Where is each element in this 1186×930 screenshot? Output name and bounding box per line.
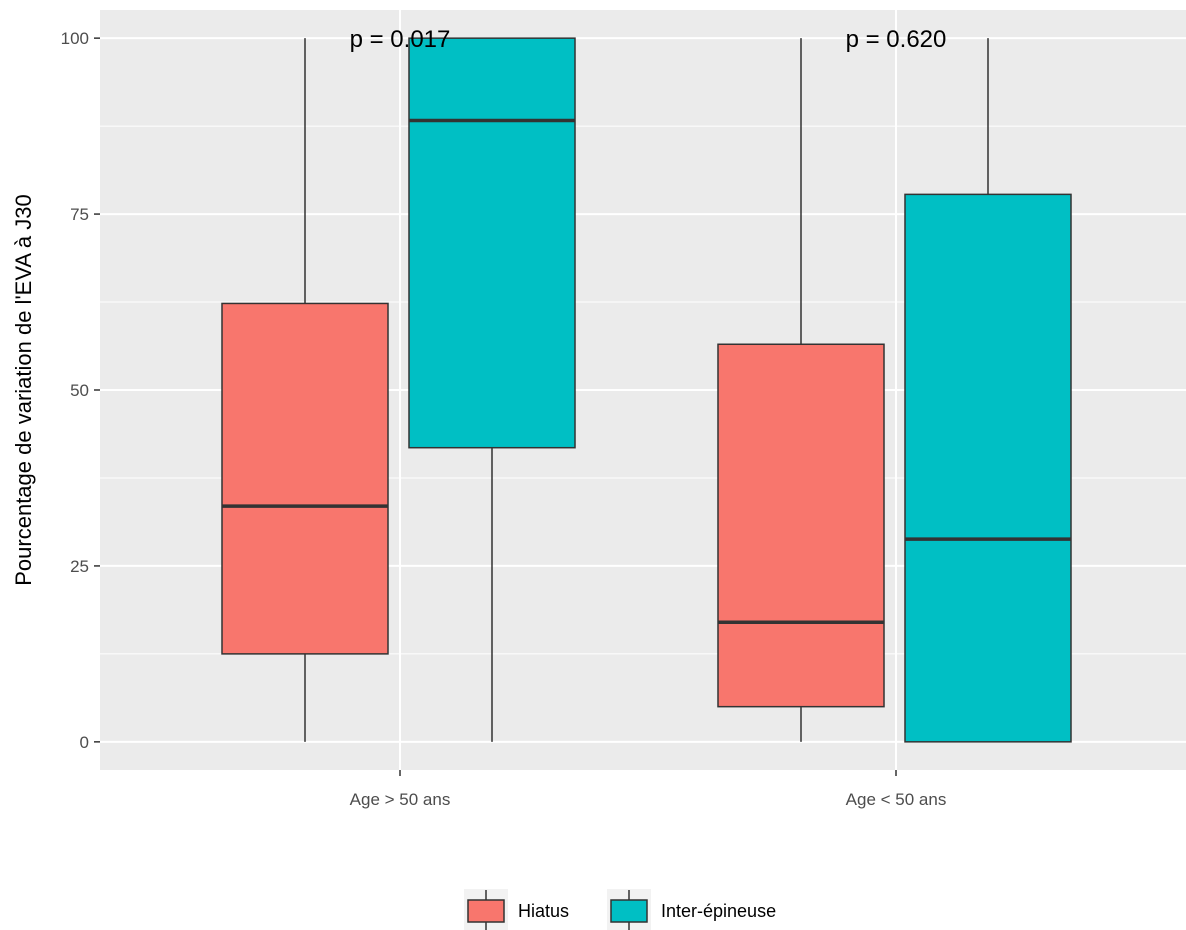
- box-hiatus-1: [221, 38, 389, 742]
- box-inter-epineuse-2: [904, 38, 1072, 743]
- legend-key-box: [467, 899, 505, 923]
- legend-item-hiatus: Hiatus: [464, 889, 569, 930]
- legend-item-inter-epineuse: Inter-épineuse: [607, 889, 776, 930]
- y-tick-label: 100: [61, 29, 89, 48]
- box-iqr: [221, 302, 389, 655]
- x-tick-label: Age < 50 ans: [846, 790, 947, 809]
- box-iqr: [904, 193, 1072, 743]
- y-axis: 0 25 50 75 100: [61, 29, 100, 752]
- box-hiatus-2: [717, 38, 885, 742]
- p-value-annotations: p = 0.017 p = 0.620: [350, 26, 947, 53]
- p-value-label: p = 0.620: [846, 26, 947, 53]
- y-tick-label: 25: [70, 557, 89, 576]
- box-inter-epineuse-1: [408, 37, 576, 742]
- y-tick-label: 0: [80, 733, 89, 752]
- box-series: [221, 37, 1072, 743]
- legend: Hiatus Inter-épineuse: [464, 889, 776, 930]
- x-tick-label: Age > 50 ans: [350, 790, 451, 809]
- y-tick-label: 50: [70, 381, 89, 400]
- box-iqr: [408, 37, 576, 449]
- y-axis-title: Pourcentage de variation de l'EVA à J30: [11, 194, 36, 586]
- y-tick-label: 75: [70, 205, 89, 224]
- box-iqr: [717, 343, 885, 708]
- legend-label: Inter-épineuse: [661, 901, 776, 921]
- legend-label: Hiatus: [518, 901, 569, 921]
- legend-key-box: [610, 899, 648, 923]
- x-axis: Age > 50 ans Age < 50 ans: [350, 770, 947, 809]
- p-value-label: p = 0.017: [350, 26, 451, 53]
